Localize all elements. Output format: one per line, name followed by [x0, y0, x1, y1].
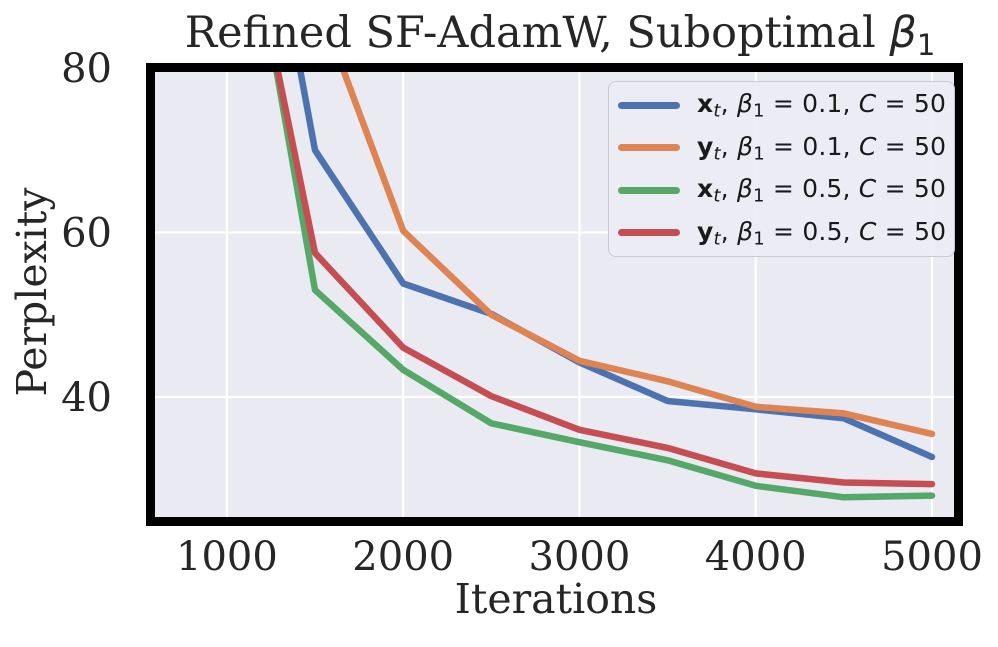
- tick-label-layer: 1000 2000 3000 4000 5000 40 60 80: [61, 46, 983, 580]
- series-line-y-beta01: [337, 63, 936, 438]
- legend-line-swatch: [618, 144, 680, 152]
- y-tick-label: 60: [61, 211, 112, 257]
- legend-item-label: yt, β1 = 0.5, C = 50: [697, 216, 947, 250]
- plot-frame: [146, 63, 963, 526]
- legend-item-label: xt, β1 = 0.5, C = 50: [697, 174, 947, 207]
- x-tick-label: 2000: [352, 534, 454, 580]
- legend-item: xt, β1 = 0.5, C = 50: [609, 169, 954, 212]
- series-line-y-beta05: [272, 63, 936, 488]
- legend-item: xt, β1 = 0.1, C = 50: [609, 84, 954, 127]
- legend-item-label: yt, β1 = 0.1, C = 50: [697, 131, 947, 165]
- chart-title: Refined SF-AdamW, Suboptimal β1: [185, 8, 936, 62]
- series-line-x-beta05: [271, 63, 936, 501]
- chart-title-beta-symbol: β: [888, 8, 916, 58]
- x-tick-label: 4000: [705, 534, 807, 580]
- x-axis-label: Iterations: [455, 575, 658, 623]
- frame-layer: [146, 63, 963, 526]
- legend-item: yt, β1 = 0.1, C = 50: [609, 127, 954, 170]
- legend-line-swatch: [618, 186, 680, 194]
- y-tick-label: 40: [61, 375, 112, 421]
- series-layer: [271, 63, 936, 501]
- legend-line-swatch: [618, 101, 680, 109]
- x-tick-label: 5000: [881, 534, 983, 580]
- chart-title-text: Refined SF-AdamW, Suboptimal: [185, 8, 890, 58]
- legend-line-swatch: [618, 229, 680, 237]
- legend: xt, β1 = 0.1, C = 50 yt, β1 = 0.1, C = 50…: [608, 81, 955, 257]
- x-tick-label: 1000: [176, 534, 278, 580]
- y-tick-label: 80: [61, 46, 112, 92]
- legend-item: yt, β1 = 0.5, C = 50: [609, 212, 954, 255]
- y-axis-label: Perplexity: [8, 187, 56, 397]
- legend-item-label: xt, β1 = 0.1, C = 50: [697, 89, 947, 122]
- chart-title-beta-subscript: 1: [917, 28, 935, 62]
- x-tick-label: 3000: [529, 534, 631, 580]
